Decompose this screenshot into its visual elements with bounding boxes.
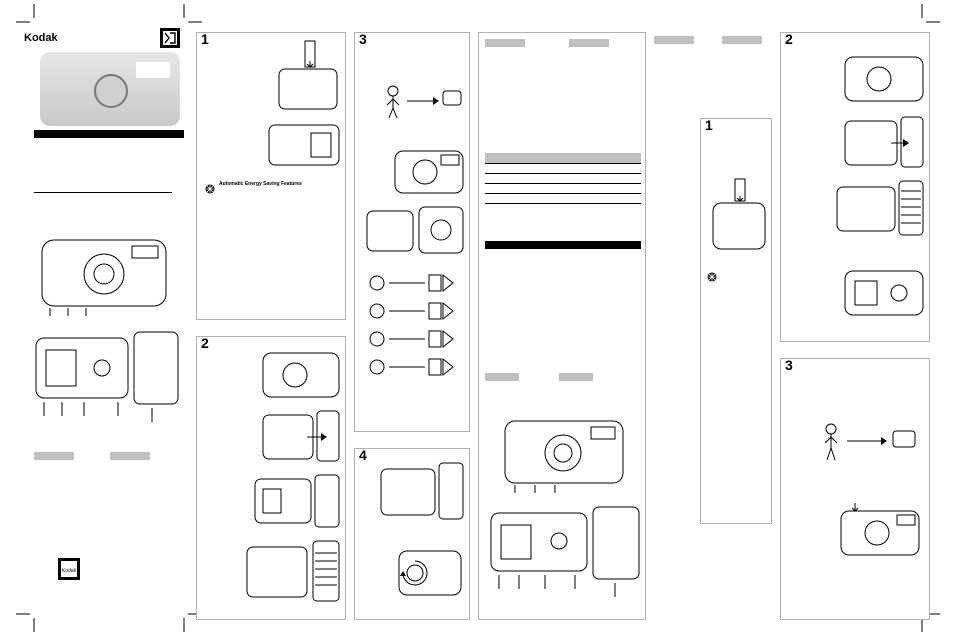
flash-heading-a	[485, 39, 525, 47]
battery-door-illustration	[267, 119, 341, 169]
svg-text:Kodak: Kodak	[62, 568, 77, 574]
film-seq-3-illustration	[835, 177, 925, 239]
film-seq-4-illustration	[843, 263, 925, 321]
panel-step-1b: 1	[700, 118, 772, 524]
battery-insert-illustration	[275, 39, 341, 113]
flash-range-table	[485, 153, 641, 213]
note-asterisk-icon	[707, 269, 717, 279]
flash-grey-label-2	[559, 373, 593, 381]
right-col-heading-a	[654, 36, 694, 44]
panel-step-1: 1 Automatic Energy Saving Features	[196, 32, 346, 320]
crop-mark-tl	[16, 4, 40, 28]
brand-name: Kodak	[24, 32, 58, 44]
title-black-bar	[34, 130, 184, 138]
shutter-press-illustration	[837, 499, 923, 559]
note-label: Automatic Energy Saving Features	[219, 181, 302, 187]
distance-person-illustration	[383, 81, 463, 121]
intro-grey-label-1	[34, 452, 74, 460]
step-number: 4	[359, 447, 367, 463]
flash-table-footer-bar	[485, 241, 641, 249]
step-number: 3	[785, 357, 793, 373]
crop-mark-t-inner	[178, 4, 202, 28]
film-step-a-illustration	[261, 347, 341, 403]
panel-step-4: 4	[354, 448, 470, 620]
intro-grey-label-2	[110, 452, 150, 460]
step-number: 2	[785, 31, 793, 47]
panel-step-2b: 2	[780, 32, 930, 342]
panel-step-2: 2	[196, 336, 346, 620]
camera-hero-photo	[40, 52, 180, 126]
rewind-open-illustration	[379, 461, 465, 523]
step-number: 2	[201, 335, 209, 351]
step-number: 3	[359, 31, 367, 47]
right-col-heading-b	[722, 36, 762, 44]
flash-camera-front-illustration	[501, 411, 627, 493]
note-asterisk-icon	[205, 181, 215, 191]
film-step-c-illustration	[253, 471, 341, 531]
film-step-d-illustration	[245, 537, 341, 607]
kodak-logo-small-icon: Kodak	[58, 558, 80, 580]
film-leader-sequence-illustration	[365, 271, 465, 381]
step-number: 1	[705, 117, 713, 133]
panel-step-3: 3	[354, 32, 470, 432]
rewind-switch-illustration	[395, 541, 465, 601]
crop-mark-bl	[16, 608, 40, 632]
crop-mark-tr	[916, 4, 940, 28]
film-seq-2-illustration	[843, 113, 925, 171]
film-seq-1-illustration	[843, 49, 925, 107]
flash-heading-b	[569, 39, 609, 47]
intro-rule	[34, 192, 172, 193]
viewfinder-b-illustration	[365, 203, 465, 257]
flash-grey-label-1	[485, 373, 519, 381]
camera-front-lineart	[38, 230, 170, 316]
battery-corner-illustration	[709, 177, 769, 253]
film-step-b-illustration	[261, 409, 341, 465]
kodak-logo-icon	[160, 28, 180, 48]
panel-flash-range	[478, 32, 646, 620]
camera-back-open-lineart	[34, 330, 182, 426]
viewfinder-a-illustration	[393, 145, 465, 197]
panel-step-3b: 3	[780, 358, 930, 620]
step-number: 1	[201, 31, 209, 47]
flash-camera-back-open-illustration	[489, 505, 641, 597]
distance-person-b-illustration	[821, 419, 921, 463]
